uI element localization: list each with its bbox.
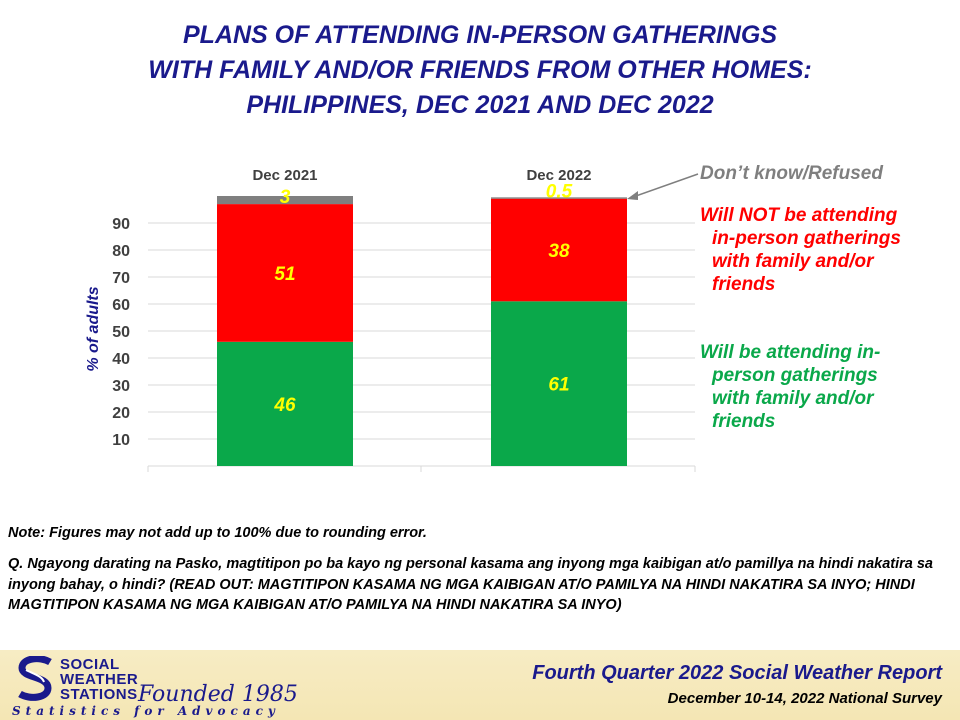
bar-segment (217, 341, 353, 466)
data-label: 3 (280, 187, 291, 208)
legend-line: with family and/or (712, 388, 874, 409)
y-tick-label: 30 (112, 378, 130, 395)
legend-dont-know-label: Don’t know/Refused (700, 163, 883, 184)
footer-bar: SOCIAL WEATHER STATIONS Founded 1985 Sta… (0, 650, 960, 720)
stacked-bar-chart: 10 20 30 40 50 60 70 80 90 % of adults 46 51 3 Dec 20… (85, 167, 699, 472)
y-tick-label: 60 (112, 297, 130, 314)
bar-segment (491, 198, 627, 302)
title-line: PHILIPPINES, DEC 2021 AND DEC 2022 (246, 91, 714, 119)
logo-line: SOCIAL (60, 656, 120, 673)
y-tick-label: 70 (112, 270, 130, 287)
legend-line: with family and/or (712, 251, 874, 272)
legend-not-attending: Will NOT be attending in-person gatherin… (700, 204, 901, 296)
data-label: 38 (548, 241, 570, 262)
y-tick-label: 50 (112, 324, 130, 341)
legend-line: friends (712, 411, 776, 432)
y-axis-label: % of adults (85, 286, 102, 371)
title-line: PLANS OF ATTENDING IN-PERSON GATHERINGS (183, 21, 777, 49)
bar-segment (491, 301, 627, 466)
legend-line: Will be attending in- (700, 342, 881, 363)
survey-question: Q. Ngayong darating na Pasko, magtitipon… (8, 556, 933, 613)
rounding-note: Note: Figures may not add up to 100% due… (8, 525, 427, 541)
founded-text: Founded 1985 (138, 682, 298, 707)
leader-line (632, 173, 699, 198)
legend-line: friends (712, 274, 776, 295)
data-label: 0.5 (546, 182, 573, 203)
tagline: Statistics for Advocacy (12, 704, 280, 718)
y-tick-label: 80 (112, 243, 130, 260)
category-label: Dec 2022 (526, 167, 591, 184)
sws-logo-icon (18, 656, 52, 701)
leader-arrow-icon (627, 191, 638, 200)
legend-dont-know: Don’t know/Refused (700, 162, 883, 185)
legend-line: in-person gatherings (712, 228, 901, 249)
y-tick-label: 90 (112, 216, 130, 233)
bar-segment (217, 196, 353, 205)
data-label: 46 (273, 395, 296, 416)
y-tick-label: 10 (112, 432, 130, 449)
legend-line: Will NOT be attending (700, 205, 898, 226)
y-tick-label: 20 (112, 405, 130, 422)
legend-line: person gatherings (712, 365, 878, 386)
data-label: 61 (548, 375, 569, 396)
bar-segment (217, 204, 353, 342)
y-tick-label: 40 (112, 351, 130, 368)
category-label: Dec 2021 (252, 167, 317, 184)
data-label: 51 (274, 264, 295, 285)
title-line: WITH FAMILY AND/OR FRIENDS FROM OTHER HO… (148, 56, 812, 84)
survey-dates: December 10-14, 2022 National Survey (667, 690, 942, 707)
report-title: Fourth Quarter 2022 Social Weather Repor… (532, 662, 942, 684)
logo-line: STATIONS (60, 686, 138, 703)
legend-attending: Will be attending in- person gatherings … (700, 341, 880, 433)
chart-title: PLANS OF ATTENDING IN-PERSON GATHERINGS … (0, 18, 960, 123)
logo-line: WEATHER (60, 671, 139, 688)
bar-segment (491, 197, 627, 199)
